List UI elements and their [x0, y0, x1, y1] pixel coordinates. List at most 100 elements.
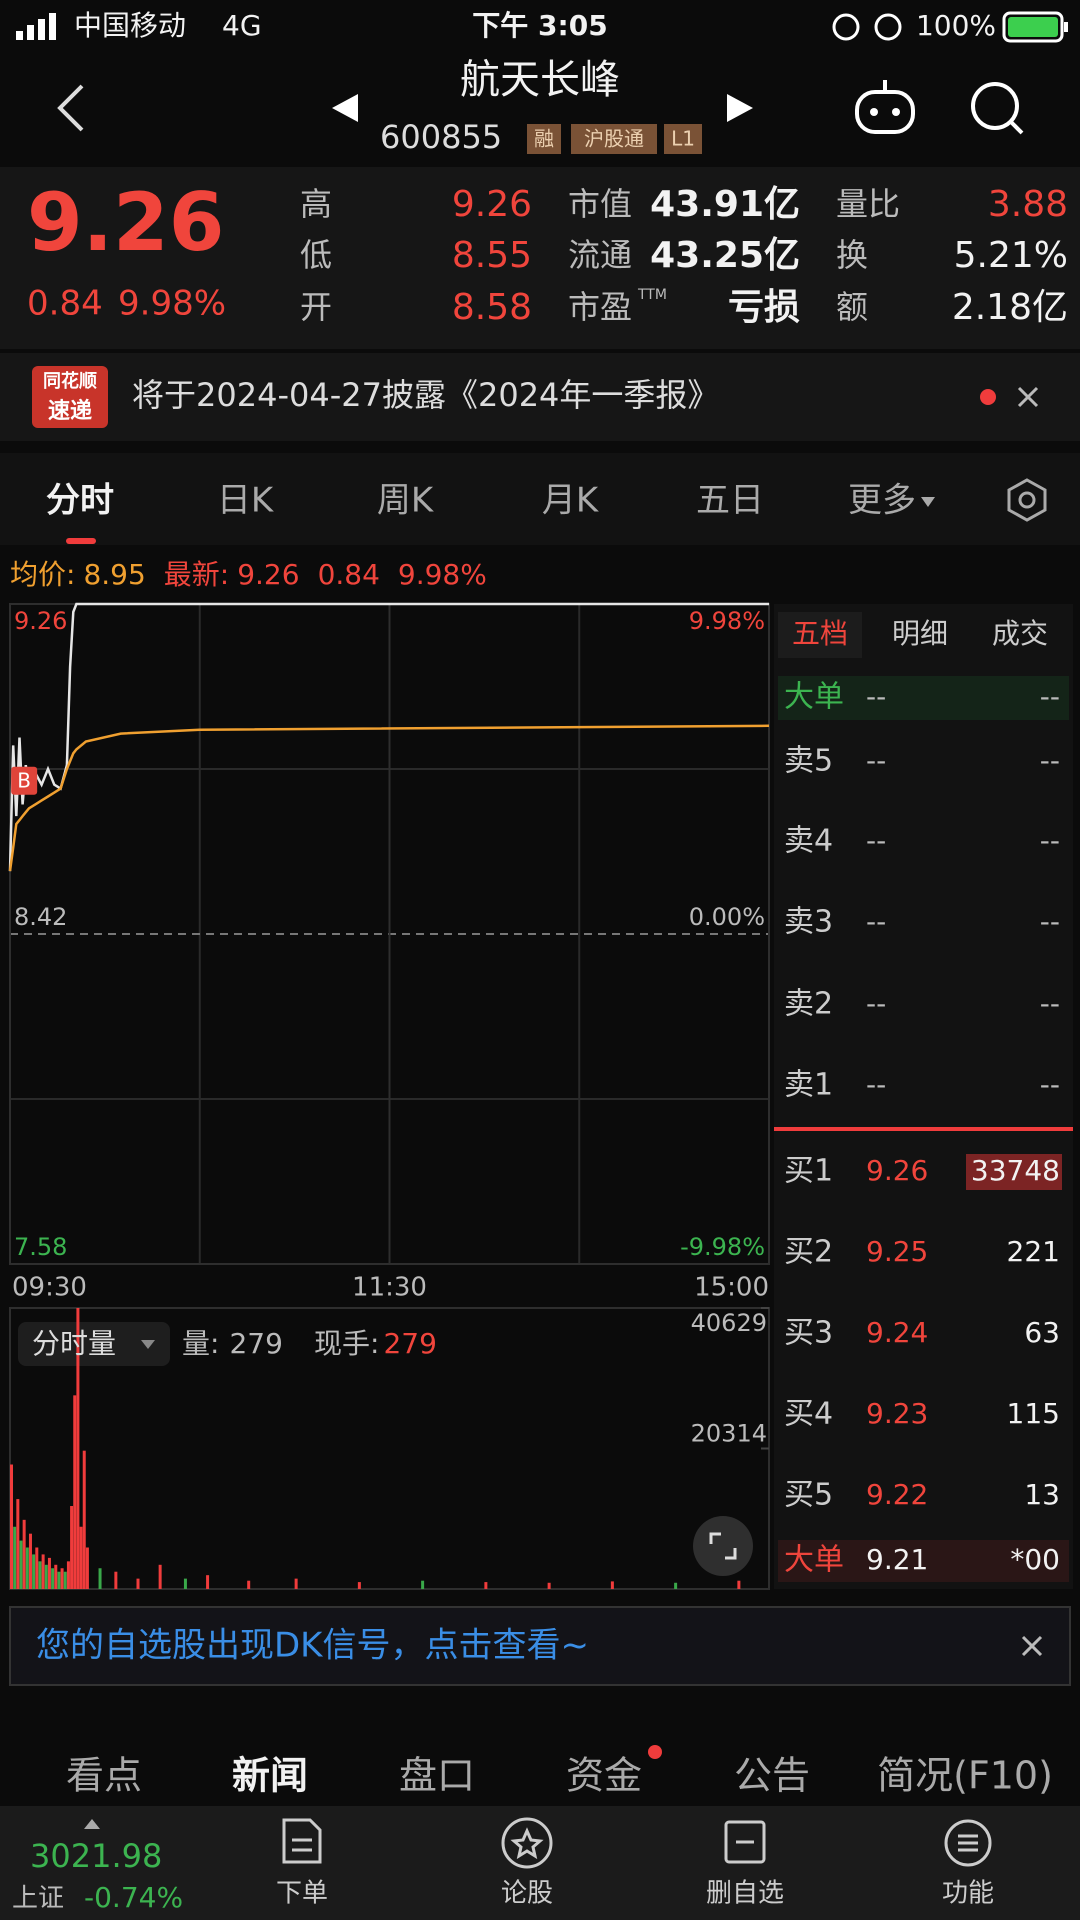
- search-icon[interactable]: [971, 82, 1024, 135]
- latest-label: 最新:: [164, 558, 229, 591]
- notice-text: 将于2024-04-27披露《2024年一季报》: [132, 376, 719, 414]
- chart-tab[interactable]: 月K: [542, 481, 600, 521]
- notice-logo: [32, 366, 108, 428]
- ask-volume: --: [1040, 905, 1060, 938]
- volume-bar: [38, 1561, 42, 1589]
- buy-marker-label: B: [17, 768, 31, 792]
- bid-label: 买4: [784, 1397, 833, 1432]
- chart-tab[interactable]: 分时: [46, 481, 114, 521]
- ask-label: 卖3: [784, 905, 833, 940]
- bid-volume: 63: [1024, 1316, 1060, 1349]
- volume-bar: [66, 1561, 70, 1589]
- volume-bar: [98, 1568, 102, 1589]
- volume-bar: [114, 1571, 118, 1589]
- order-tab[interactable]: 成交: [992, 617, 1048, 650]
- stat-label: 高: [300, 185, 332, 223]
- volume-bar: [19, 1540, 23, 1589]
- volume-bar: [10, 1464, 13, 1589]
- nav-item[interactable]: 论股: [501, 1879, 553, 1909]
- tag-box: [527, 124, 561, 154]
- info-tab[interactable]: 盘口: [399, 1754, 475, 1798]
- buy-marker: [11, 766, 38, 795]
- avg-label: 均价:: [10, 558, 75, 591]
- ask-label: 卖1: [784, 1068, 833, 1103]
- robot-icon[interactable]: [855, 80, 915, 134]
- bid-volume: 33748: [971, 1154, 1060, 1187]
- ask-volume: --: [1040, 987, 1060, 1020]
- price-change: 0.84: [27, 284, 103, 324]
- order-book-panel: [774, 604, 1073, 1589]
- volume-bar: [76, 1308, 80, 1589]
- chart-tab[interactable]: 更多: [848, 481, 916, 521]
- bid-label: 买2: [784, 1235, 833, 1270]
- volume-bar: [206, 1575, 210, 1589]
- notice-bar[interactable]: [0, 353, 1080, 441]
- big-order-label: 大单: [784, 680, 844, 715]
- volume-bar: [674, 1582, 678, 1589]
- info-tab[interactable]: 看点: [66, 1754, 142, 1798]
- volume-readout: 量: 279: [182, 1327, 283, 1360]
- bid-price: 9.22: [866, 1478, 928, 1511]
- clock: 下午 3:05: [472, 9, 607, 42]
- stat-sup: TTM: [637, 287, 667, 303]
- chart-tab[interactable]: 日K: [217, 481, 275, 521]
- info-tab[interactable]: 简况(F10): [877, 1754, 1053, 1798]
- notice-close[interactable]: [1017, 386, 1039, 408]
- big-order-row-bottom: [778, 1540, 1069, 1582]
- order-tab[interactable]: 明细: [892, 617, 948, 650]
- volume-bar: [16, 1499, 20, 1589]
- ask-price: --: [866, 905, 886, 938]
- volume-bar: [13, 1526, 17, 1589]
- vol-label: 量:: [182, 1327, 219, 1360]
- signal-banner[interactable]: [9, 1606, 1071, 1686]
- bid-price: 9.23: [866, 1397, 928, 1430]
- bid-label: 买1: [784, 1154, 833, 1189]
- stock-tag: L1: [671, 127, 695, 151]
- latest-change-pct: 9.98%: [398, 558, 487, 591]
- tab-dot: [648, 1745, 662, 1759]
- signal-icon: [16, 13, 56, 40]
- tag-box: [664, 124, 702, 154]
- nav-item[interactable]: 删自选: [706, 1879, 784, 1909]
- stat-value: 43.91亿: [650, 184, 800, 225]
- info-tab[interactable]: 公告: [734, 1754, 810, 1798]
- stat-label: 市值: [568, 185, 632, 223]
- ask-price: --: [866, 744, 886, 777]
- volume-bar: [158, 1564, 162, 1589]
- next-stock[interactable]: [727, 94, 753, 122]
- order-tab[interactable]: 五档: [792, 617, 848, 650]
- nav-item[interactable]: 下单: [276, 1879, 328, 1909]
- ask-price: --: [866, 824, 886, 857]
- stat-label: 开: [300, 288, 332, 326]
- settings-icon[interactable]: [1007, 478, 1047, 522]
- banner-text: 您的自选股出现DK信号，点击查看~: [36, 1626, 589, 1666]
- stat-value: 8.55: [452, 235, 532, 276]
- chart-tab[interactable]: 周K: [377, 481, 435, 521]
- fullscreen-button[interactable]: [693, 1516, 753, 1576]
- bid1-highlight: [966, 1154, 1062, 1190]
- stat-label: 量比: [836, 185, 900, 223]
- volume-bar: [610, 1581, 614, 1589]
- latest-change: 0.84: [318, 558, 380, 591]
- prev-stock[interactable]: [332, 94, 358, 122]
- hand-readout: 现手: 279: [314, 1327, 437, 1360]
- volume-bar: [183, 1578, 187, 1589]
- tab-underline: [66, 538, 96, 544]
- back-button[interactable]: [57, 84, 84, 132]
- y-tick-label: 7.58: [14, 1233, 67, 1261]
- volume-bar: [25, 1547, 29, 1589]
- bid-label: 买3: [784, 1316, 833, 1351]
- bid-volume: 13: [1024, 1478, 1060, 1511]
- nav-item[interactable]: 功能: [942, 1879, 994, 1909]
- volume-selector[interactable]: [18, 1322, 170, 1366]
- info-tab[interactable]: 资金: [566, 1754, 642, 1798]
- info-tab[interactable]: 新闻: [232, 1754, 308, 1798]
- chart-tab[interactable]: 五日: [696, 481, 764, 521]
- volume-bar: [85, 1547, 89, 1589]
- stat-value: 8.58: [452, 287, 532, 328]
- banner-close[interactable]: [1021, 1635, 1043, 1657]
- stat-value: 2.18亿: [952, 287, 1068, 328]
- bid-label: 买5: [784, 1478, 833, 1513]
- big-order-volume: --: [1040, 680, 1060, 713]
- stock-name: 航天长峰: [460, 57, 620, 103]
